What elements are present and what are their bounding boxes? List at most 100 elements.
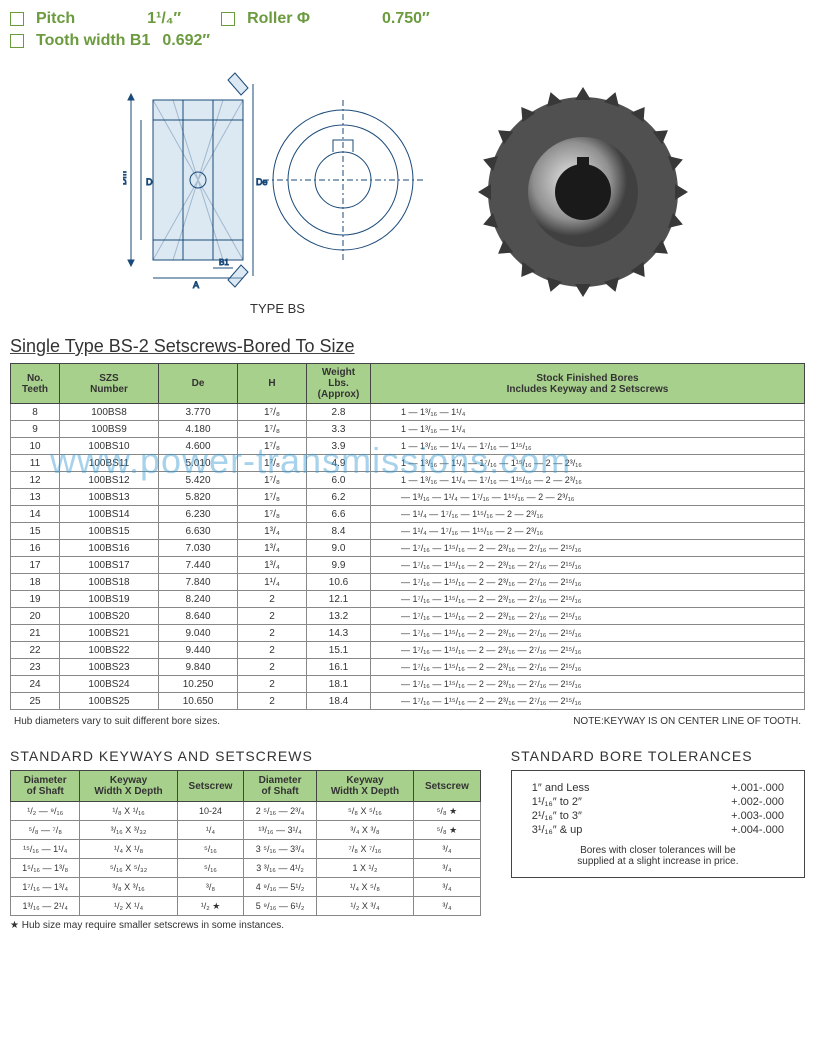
cell: 12.1 [307,591,371,608]
cell: 7.440 [159,557,238,574]
kw-footnote: ★ Hub size may require smaller setscrews… [10,920,481,931]
table-row: 1⁷/₁₆ — 1³/₄³/₈ X ³/₁₆³/₈4 ⁹/₁₆ — 5¹/₂¹/… [11,878,481,897]
cell: ⁵/₁₆ [177,859,244,878]
cell: 100BS17 [60,557,159,574]
cell: 5.420 [159,472,238,489]
tol-box: 1″ and Less+.001-.0001¹/₁₆″ to 2″+.002-.… [511,770,805,878]
cell: 8.240 [159,591,238,608]
cell: ¹³/₁₆ — 3¹/₄ [244,821,317,840]
cell: 23 [11,659,60,676]
cell: 1⁷/₈ [238,438,307,455]
cell: 1¹/₄ [238,574,307,591]
cell: 1⁷/₈ [238,489,307,506]
cell: 16 [11,540,60,557]
tol-title: STANDARD BORE TOLERANCES [511,748,805,764]
cell: 15 [11,523,60,540]
table-row: ¹⁵/₁₆ — 1¹/₄¹/₄ X ¹/₈⁵/₁₆3 ⁵/₁₆ — 3³/₄⁷/… [11,840,481,859]
cell: ¹/₂ ★ [177,897,244,916]
cell: 18.1 [307,676,371,693]
cell: 15.1 [307,642,371,659]
table-row: 21100BS219.040214.3— 1⁷/₁₆ — 1¹⁵/₁₆ — 2 … [11,625,805,642]
table-row: 18100BS187.8401¹/₄10.6— 1⁷/₁₆ — 1¹⁵/₁₆ —… [11,574,805,591]
roller-value: 0.750″ [382,10,430,28]
th-szs: SZS Number [60,364,159,404]
checkbox-icon [10,12,24,26]
cell: ³/₄ [414,878,481,897]
cell: 21 [11,625,60,642]
cell: 13 [11,489,60,506]
cell: ³/₈ [177,878,244,897]
table-row: 20100BS208.640213.2— 1⁷/₁₆ — 1¹⁵/₁₆ — 2 … [11,608,805,625]
cell: 9 [11,421,60,438]
diagrams-row: Dm D De A B1 TYPE BS [10,70,805,316]
pitch-label: Pitch [36,10,75,28]
cell: 11 [11,455,60,472]
cell: 6.2 [307,489,371,506]
cell: ⁵/₈ X ⁵/₁₆ [316,802,413,821]
tol-range: 1¹/₁₆″ to 2″ [532,796,582,808]
checkbox-icon [10,34,24,48]
table-row: 23100BS239.840216.1— 1⁷/₁₆ — 1¹⁵/₁₆ — 2 … [11,659,805,676]
cell: ³/₄ [414,840,481,859]
cell: 100BS8 [60,404,159,421]
tol-row: 1¹/₁₆″ to 2″ +.002-.000 [532,795,784,809]
cell: 7.030 [159,540,238,557]
bore-cell: — 1⁷/₁₆ — 1¹⁵/₁₆ — 2 — 2³/₁₆ — 2⁷/₁₆ — 2… [371,557,805,574]
th-teeth: No. Teeth [11,364,60,404]
pitch-spec: Pitch 1¹/₄″ [10,10,181,28]
tol-row: 3¹/₁₆″ & up+.004-.000 [532,823,784,837]
kw-h2: Setscrew [177,771,244,802]
cell: 1⁷/₈ [238,404,307,421]
table-row: 22100BS229.440215.1— 1⁷/₁₆ — 1¹⁵/₁₆ — 2 … [11,642,805,659]
table-row: 9100BS94.1801⁷/₈3.31 — 1³/₁₆ — 1¹/₄ [11,421,805,438]
type-label: TYPE BS [123,301,433,316]
tol-value: +.002-.000 [731,796,784,808]
keyways-section: STANDARD KEYWAYS AND SETSCREWS Diameter … [10,733,481,931]
cell: 1⁷/₁₆ — 1³/₄ [11,878,80,897]
cell: 7.840 [159,574,238,591]
tol-range: 2¹/₁₆″ to 3″ [532,810,582,822]
th-weight: Weight Lbs. (Approx) [307,364,371,404]
tol-range: 3¹/₁₆″ & up [532,824,583,836]
table-row: 1³/₁₆ — 2¹/₄¹/₂ X ¹/₄¹/₂ ★5 ⁹/₁₆ — 6¹/₂¹… [11,897,481,916]
cell: 18.4 [307,693,371,710]
bore-cell: 1 — 1³/₁₆ — 1¹/₄ — 1⁷/₁₆ — 1¹⁵/₁₆ — 2 — … [371,455,805,472]
cell: ³/₄ [414,897,481,916]
cell: 1⁷/₈ [238,506,307,523]
kw-title: STANDARD KEYWAYS AND SETSCREWS [10,748,481,764]
cell: 100BS10 [60,438,159,455]
cell: 3.9 [307,438,371,455]
table-row: 16100BS167.0301³/₄9.0— 1⁷/₁₆ — 1¹⁵/₁₆ — … [11,540,805,557]
bore-cell: 1 — 1³/₁₆ — 1¹/₄ — 1⁷/₁₆ — 1¹⁵/₁₆ [371,438,805,455]
table-row: ⁵/₈ — ⁷/₈³/₁₆ X ³/₃₂¹/₄¹³/₁₆ — 3¹/₄³/₄ X… [11,821,481,840]
cell: 18 [11,574,60,591]
cell: 25 [11,693,60,710]
cell: 3 ⁵/₁₆ — 3³/₄ [244,840,317,859]
th-de: De [159,364,238,404]
cell: 17 [11,557,60,574]
cell: 19 [11,591,60,608]
svg-text:B1: B1 [219,258,229,267]
cell: 2 [238,693,307,710]
main-title: Single Type BS-2 Setscrews-Bored To Size [10,336,805,357]
cell: ³/₁₆ X ³/₃₂ [80,821,177,840]
kw-h0: Diameter of Shaft [11,771,80,802]
cell: ¹/₂ — ⁹/₁₆ [11,802,80,821]
cell: 9.440 [159,642,238,659]
cell: ³/₄ [414,859,481,878]
cell: 100BS9 [60,421,159,438]
cell: 1 X ¹/₂ [316,859,413,878]
table-row: 13100BS135.8201⁷/₈6.2— 1³/₁₆ — 1¹/₄ — 1⁷… [11,489,805,506]
cell: ⁷/₈ X ⁷/₁₆ [316,840,413,859]
cell: ³/₄ X ³/₈ [316,821,413,840]
cell: 1³/₄ [238,557,307,574]
cell: 10.650 [159,693,238,710]
cell: 1⁷/₈ [238,455,307,472]
cell: 6.630 [159,523,238,540]
cell: 3.770 [159,404,238,421]
bore-cell: — 1⁷/₁₆ — 1¹⁵/₁₆ — 2 — 2³/₁₆ — 2⁷/₁₆ — 2… [371,591,805,608]
cell: ³/₈ X ³/₁₆ [80,878,177,897]
th-h: H [238,364,307,404]
cell: 9.0 [307,540,371,557]
cell: 100BS12 [60,472,159,489]
